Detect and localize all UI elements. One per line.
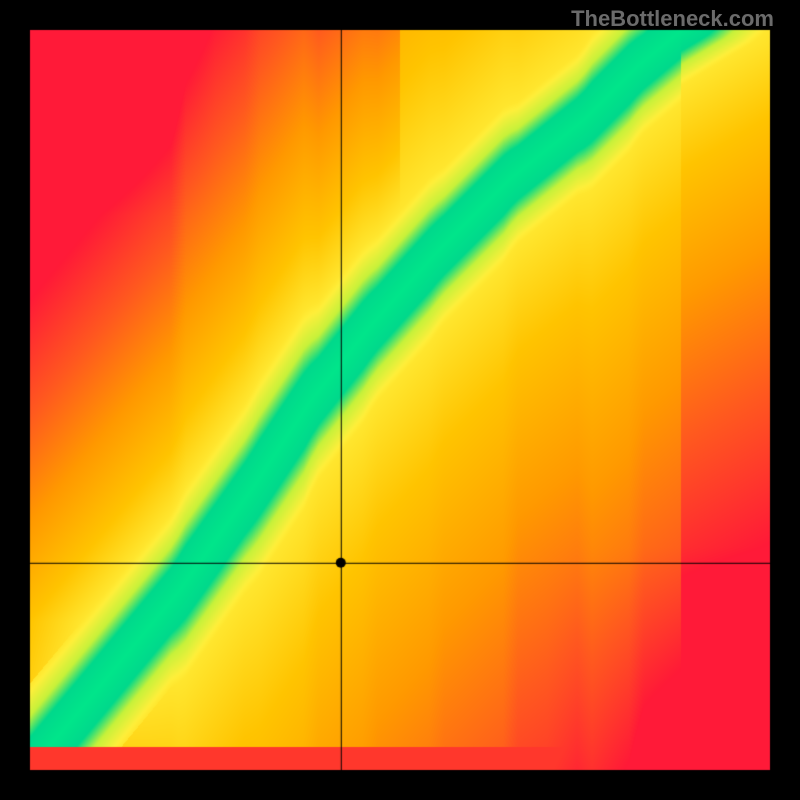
heatmap-canvas (0, 0, 800, 800)
watermark-text: TheBottleneck.com (571, 6, 774, 32)
chart-container: TheBottleneck.com (0, 0, 800, 800)
